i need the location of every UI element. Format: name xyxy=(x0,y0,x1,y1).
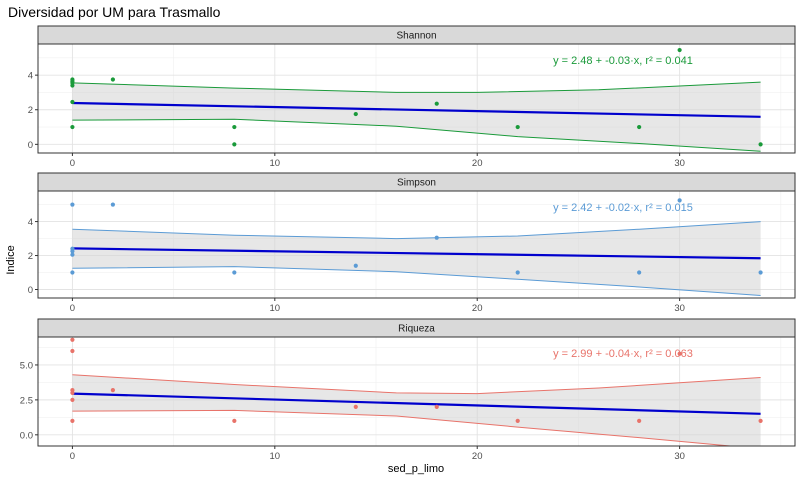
x-axis-title: sed_p_limo xyxy=(388,463,444,475)
band-lower-line xyxy=(72,409,736,446)
data-point xyxy=(110,202,115,207)
data-point xyxy=(70,390,75,395)
data-point xyxy=(758,270,763,275)
data-point xyxy=(758,142,763,147)
x-tick-label: 30 xyxy=(674,451,685,462)
data-point xyxy=(110,77,115,82)
data-point xyxy=(70,77,75,82)
band-upper-line xyxy=(72,374,761,395)
y-tick-label: 2 xyxy=(28,105,33,116)
x-tick-label: 0 xyxy=(70,451,75,462)
band-group xyxy=(72,221,761,296)
facet-shannon: Shannon y = 2.48 + -0.03·x, r² = 0.041 0 2 4 xyxy=(28,25,796,154)
regression-line xyxy=(72,392,761,415)
x-axis-ticks: 0 10 20 30 0 10 20 30 0 10 20 30 xyxy=(70,153,685,462)
confidence-band xyxy=(72,82,761,152)
data-point xyxy=(515,124,520,130)
y-axis-title: Indice xyxy=(5,245,17,274)
facet-strip-label: Shannon xyxy=(396,31,436,42)
confidence-band xyxy=(72,221,761,296)
x-tick-label: 10 xyxy=(270,158,281,169)
y-tick-label: 0.0 xyxy=(20,430,33,441)
data-point xyxy=(353,263,358,268)
y-tick-label: 2 xyxy=(28,251,33,262)
data-point xyxy=(232,124,237,130)
regression-equation: y = 2.42 + -0.02·x, r² = 0.015 xyxy=(553,202,693,214)
data-point xyxy=(637,418,642,423)
band-upper-line xyxy=(72,221,761,240)
data-point xyxy=(434,404,439,409)
x-tick-label: 20 xyxy=(472,451,483,462)
panel-border xyxy=(37,43,796,154)
data-point xyxy=(70,348,75,354)
data-point xyxy=(677,198,682,203)
y-tick-label: 5.0 xyxy=(20,360,33,371)
data-point xyxy=(70,249,75,254)
x-tick-label: 20 xyxy=(472,158,483,169)
data-point xyxy=(70,124,75,130)
data-point xyxy=(70,418,75,423)
band-upper-line xyxy=(72,81,761,93)
data-point xyxy=(70,99,75,105)
x-tick-label: 10 xyxy=(270,303,281,314)
data-point xyxy=(677,351,682,356)
data-point xyxy=(70,252,75,257)
data-point xyxy=(637,270,642,275)
x-tick-label: 20 xyxy=(472,303,483,314)
facet-simpson: Simpson y = 2.42 + -0.02·x, r² = 0.015 0 2 4 xyxy=(28,172,796,299)
data-point xyxy=(758,418,763,423)
data-point xyxy=(637,124,642,130)
band-group xyxy=(72,374,761,446)
data-point xyxy=(515,418,520,423)
y-tick-label: 0 xyxy=(28,285,33,296)
regression-line xyxy=(72,247,761,260)
chart-title: Diversidad por UM para Trasmallo xyxy=(8,4,221,20)
y-tick-label: 2.5 xyxy=(20,395,33,406)
data-point xyxy=(353,111,358,117)
band-lower-line xyxy=(72,266,761,296)
regression-line xyxy=(72,101,761,118)
facet-strip-label: Riqueza xyxy=(398,324,435,335)
x-tick-label: 0 xyxy=(70,303,75,314)
data-point xyxy=(70,202,75,207)
y-tick-label: 4 xyxy=(28,217,33,228)
data-point xyxy=(70,397,75,402)
panel-border xyxy=(37,336,796,447)
y-tick-label: 0 xyxy=(28,140,33,151)
x-tick-label: 0 xyxy=(70,158,75,169)
data-point xyxy=(515,270,520,275)
data-point xyxy=(434,235,439,240)
data-point xyxy=(110,388,115,393)
data-point xyxy=(70,270,75,275)
data-point xyxy=(677,47,682,53)
data-point xyxy=(232,418,237,423)
data-point xyxy=(232,270,237,275)
data-point xyxy=(434,101,439,106)
panel-border xyxy=(37,190,796,299)
data-point xyxy=(232,142,237,147)
confidence-band xyxy=(72,374,761,446)
regression-equation: y = 2.48 + -0.03·x, r² = 0.041 xyxy=(553,55,693,67)
band-group xyxy=(72,81,761,152)
y-tick-label: 4 xyxy=(28,71,33,82)
facet-strip-label: Simpson xyxy=(397,178,436,189)
data-point xyxy=(70,337,75,342)
x-tick-label: 10 xyxy=(270,451,281,462)
x-tick-label: 30 xyxy=(674,158,685,169)
band-lower-line xyxy=(72,118,761,152)
facet-riqueza: Riqueza y = 2.99 + -0.04·x, r² = 0.063 0.0… xyxy=(20,318,796,447)
data-point xyxy=(353,404,358,409)
x-tick-label: 30 xyxy=(674,303,685,314)
regression-equation: y = 2.99 + -0.04·x, r² = 0.063 xyxy=(553,348,693,360)
